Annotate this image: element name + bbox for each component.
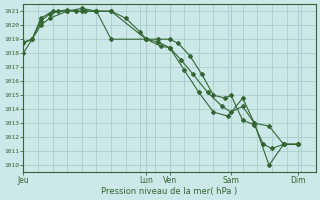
X-axis label: Pression niveau de la mer( hPa ): Pression niveau de la mer( hPa ) [101, 187, 238, 196]
